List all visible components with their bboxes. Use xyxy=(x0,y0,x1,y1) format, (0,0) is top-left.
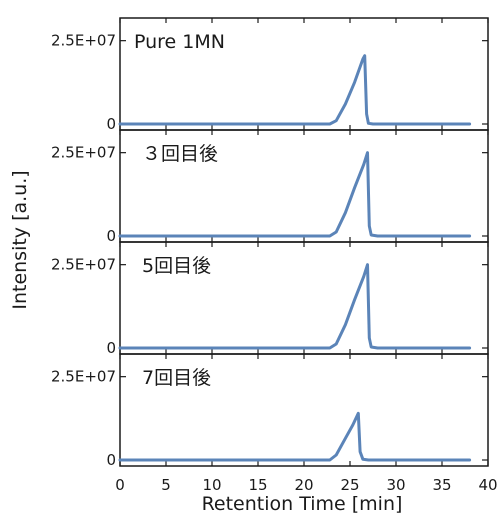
panel-label: 5回目後 xyxy=(142,255,211,277)
y-tick-label: 2.5E+07 xyxy=(51,368,116,386)
panel-label: 7回目後 xyxy=(142,367,211,389)
y-tick-label: 0 xyxy=(106,115,116,133)
panel-3: 2.5E+07 0 5回目後 xyxy=(51,241,489,357)
y-tick-label: 2.5E+07 xyxy=(51,144,116,162)
x-tick-label: 20 xyxy=(294,476,313,494)
y-tick-label: 0 xyxy=(106,339,116,357)
panel-label: Pure 1MN xyxy=(134,31,225,53)
y-tick-label: 2.5E+07 xyxy=(51,32,116,50)
y-tick-label: 2.5E+07 xyxy=(51,256,116,274)
panel-label: ３回目後 xyxy=(142,143,218,165)
x-axis-title: Retention Time [min] xyxy=(202,493,403,515)
x-tick-label: 15 xyxy=(248,476,267,494)
y-tick-label: 0 xyxy=(106,227,116,245)
x-tick-label: 35 xyxy=(432,476,451,494)
y-axis-title: Intensity [a.u.] xyxy=(9,170,31,309)
x-tick-label: 25 xyxy=(340,476,359,494)
chromatogram-line xyxy=(118,151,472,238)
panel-4: 2.5E+07 0 7回目後 xyxy=(51,353,489,469)
chromatogram-line xyxy=(118,54,472,126)
x-tick-label: 10 xyxy=(202,476,221,494)
chromatogram-line xyxy=(118,263,472,350)
x-tick-label: 5 xyxy=(161,476,171,494)
x-tick-label: 0 xyxy=(115,476,125,494)
y-tick-label: 0 xyxy=(106,451,116,469)
x-tick-label: 40 xyxy=(478,476,497,494)
chromatogram-line xyxy=(118,411,472,462)
x-axis-ticks: 0 5 10 15 20 25 30 35 40 xyxy=(115,476,497,494)
panel-1: 2.5E+07 0 Pure 1MN xyxy=(51,17,489,133)
panel-2: 2.5E+07 0 ３回目後 xyxy=(51,129,489,245)
x-tick-label: 30 xyxy=(386,476,405,494)
panels: 2.5E+07 0 Pure 1MN 2.5E+07 0 ３回目後 2.5E+07 0 5回目後… xyxy=(51,17,489,469)
